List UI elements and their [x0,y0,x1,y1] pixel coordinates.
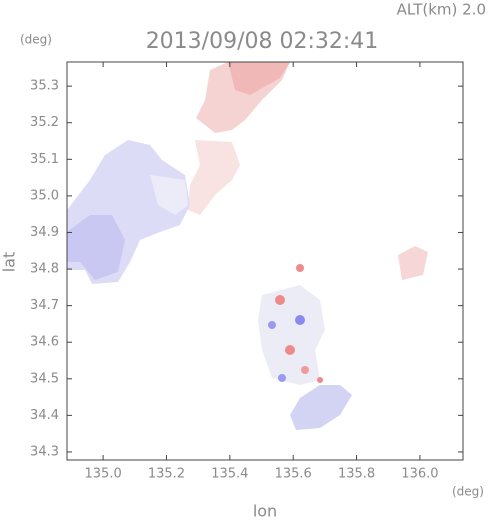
y-tick-label: 34.9 [30,225,59,240]
echo-mixed [258,285,325,385]
y-tick-label: 35.3 [30,79,59,94]
x-axis-label: lon [253,502,277,521]
y-tick-label: 35.2 [30,115,59,130]
echo-cell [301,366,309,374]
chart-title: 2013/09/08 02:32:41 [146,29,379,54]
y-axis-label: lat [0,252,19,273]
y-unit: (deg) [20,33,52,47]
echo-cell [317,377,323,383]
echo-red [228,62,290,95]
y-tick-label: 34.7 [30,298,59,313]
x-tick-label: 135.4 [211,467,248,482]
echo-cell [275,295,285,305]
x-tick-label: 136.0 [401,467,438,482]
echo-cell [295,315,305,325]
echo-light-red [188,140,240,215]
echo-cell [278,374,286,382]
echo-cell [296,264,304,272]
y-tick-label: 34.8 [30,262,59,277]
y-tick-label: 34.5 [30,371,59,386]
echo-blue [290,385,352,430]
y-tick-label: 34.4 [30,408,59,423]
plot-frame [66,61,464,461]
y-tick-label: 34.3 [30,444,59,459]
radar-echoes [67,62,428,430]
x-unit: (deg) [452,485,484,499]
altitude-label: ALT(km) 2.0 [397,1,486,19]
x-tick-label: 135.0 [85,467,122,482]
x-tick-label: 135.6 [275,467,312,482]
echo-cell [268,321,276,329]
x-tick-label: 135.2 [148,467,185,482]
y-tick-label: 35.0 [30,188,59,203]
echo-blue-light [150,175,188,215]
y-tick-label: 35.1 [30,152,59,167]
echo-cell [285,345,295,355]
y-tick-label: 34.6 [30,335,59,350]
echo-red [398,246,428,280]
echo-blue [67,215,125,280]
x-tick-label: 135.8 [338,467,375,482]
